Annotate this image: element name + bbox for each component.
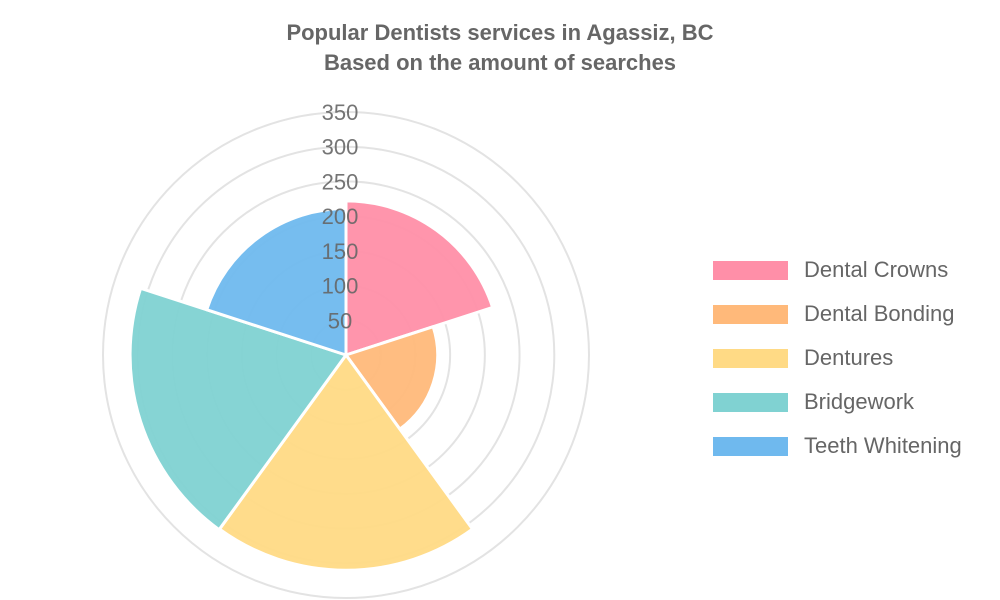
radial-tick-label: 150 xyxy=(322,239,359,264)
legend-label: Dental Bonding xyxy=(804,301,955,326)
legend-swatch xyxy=(713,348,788,368)
legend-item[interactable]: Teeth Whitening xyxy=(713,424,962,468)
legend-item[interactable]: Dentures xyxy=(713,336,962,380)
slice-bridgework[interactable] xyxy=(128,286,348,532)
slice-dentures[interactable] xyxy=(217,353,475,572)
slice-dental-crowns[interactable] xyxy=(344,199,495,357)
chart-slices xyxy=(128,199,495,572)
radial-tick-labels: 50 100 150 200 250 300 350 xyxy=(322,100,359,333)
radial-tick-label: 100 xyxy=(322,274,359,299)
legend-label: Bridgework xyxy=(804,389,915,414)
legend-label: Dentures xyxy=(804,345,894,370)
chart-legend: Dental Crowns Dental Bonding Dentures Bridg… xyxy=(713,248,962,468)
legend-swatch xyxy=(713,436,788,456)
legend-label: Teeth Whitening xyxy=(804,433,962,458)
legend-label: Dental Crowns xyxy=(804,257,949,282)
chart-subtitle: Based on the amount of searches xyxy=(323,50,677,75)
radial-tick-label: 50 xyxy=(328,308,352,333)
legend-swatch xyxy=(713,304,788,324)
radial-tick-label: 250 xyxy=(322,169,359,194)
legend-item[interactable]: Dental Bonding xyxy=(713,292,962,336)
legend-item[interactable]: Bridgework xyxy=(713,380,962,424)
grid-ring xyxy=(102,111,590,599)
legend-item[interactable]: Dental Crowns xyxy=(713,248,962,292)
radial-tick-label: 300 xyxy=(322,135,359,160)
radial-tick-label: 350 xyxy=(322,100,359,125)
slice-teeth-whitening[interactable] xyxy=(205,207,348,357)
slice-dental-bonding[interactable] xyxy=(344,325,440,431)
legend-swatch xyxy=(713,260,788,280)
legend-swatch xyxy=(713,392,788,412)
radial-tick-label: 200 xyxy=(322,204,359,229)
chart-title: Popular Dentists services in Agassiz, BC xyxy=(286,20,714,45)
